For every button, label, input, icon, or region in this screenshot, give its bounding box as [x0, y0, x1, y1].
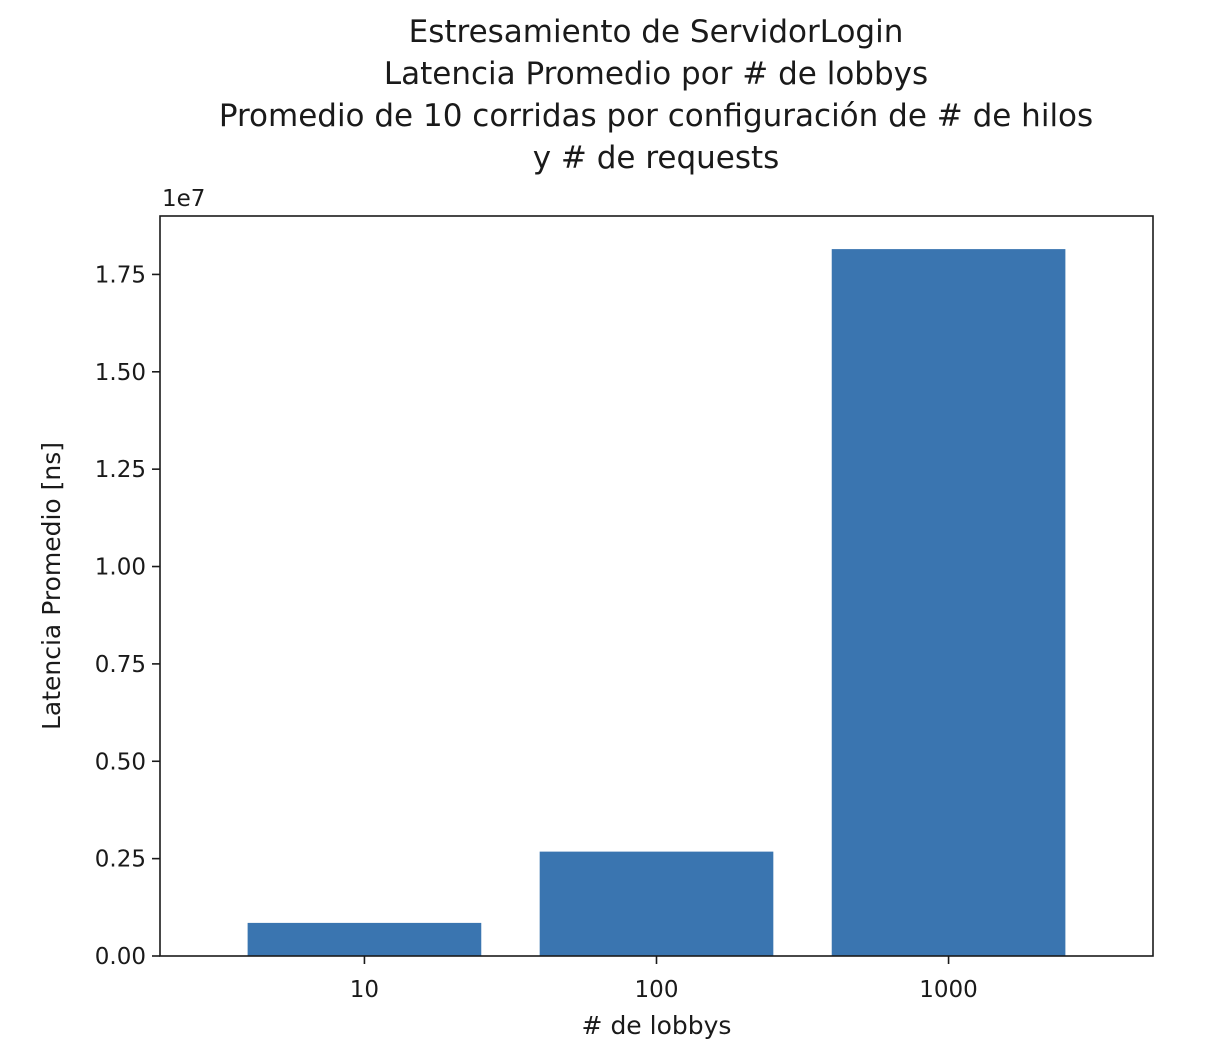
x-axis-ticks: 10 100 1000 [350, 956, 978, 1003]
y-axis-label: Latencia Promedio [ns] [37, 442, 66, 730]
y-tick-label: 1.75 [95, 262, 146, 288]
bar-10 [247, 922, 482, 956]
bar-1000 [831, 249, 1066, 956]
chart-title-line-3: Promedio de 10 corridas por configuració… [219, 98, 1093, 134]
chart-title-line-4: y # de requests [533, 140, 780, 176]
y-tick-label: 1.50 [95, 360, 146, 386]
x-tick-label-1000: 1000 [919, 977, 978, 1003]
y-axis-ticks: 0.00 0.25 0.50 0.75 1.00 1.25 1.50 1.75 [95, 262, 160, 970]
y-tick-label: 1.00 [95, 555, 146, 581]
bar-100 [539, 851, 774, 956]
y-tick-label: 0.25 [95, 847, 146, 873]
bars [247, 249, 1066, 956]
chart-title-line-1: Estresamiento de ServidorLogin [409, 14, 904, 50]
chart-title-line-2: Latencia Promedio por # de lobbys [384, 56, 928, 92]
y-tick-label: 0.00 [95, 944, 146, 970]
chart-title: Estresamiento de ServidorLogin Latencia P… [219, 14, 1093, 176]
x-tick-label-10: 10 [350, 977, 379, 1003]
x-axis-label: # de lobbys [582, 1011, 732, 1040]
x-tick-label-100: 100 [635, 977, 679, 1003]
y-tick-label: 0.75 [95, 652, 146, 678]
y-tick-label: 1.25 [95, 457, 146, 483]
y-tick-label: 0.50 [95, 749, 146, 775]
y-axis-offset-label: 1e7 [162, 186, 205, 212]
